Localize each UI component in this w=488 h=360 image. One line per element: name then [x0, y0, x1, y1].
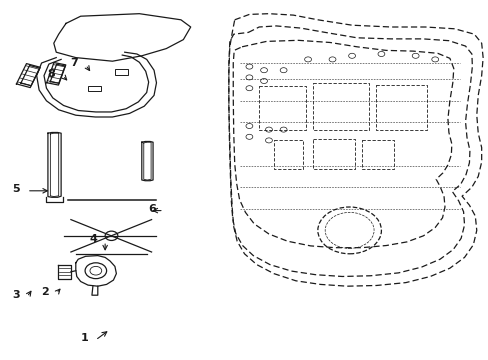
Text: 4: 4: [90, 234, 98, 244]
Text: 8: 8: [47, 69, 55, 79]
Bar: [115, 69, 127, 75]
Text: 3: 3: [12, 290, 20, 300]
Text: 7: 7: [70, 58, 78, 68]
Text: 5: 5: [12, 184, 20, 194]
Text: 1: 1: [80, 333, 88, 343]
Text: 2: 2: [41, 287, 49, 297]
Text: 6: 6: [148, 204, 156, 214]
Bar: [88, 86, 101, 91]
